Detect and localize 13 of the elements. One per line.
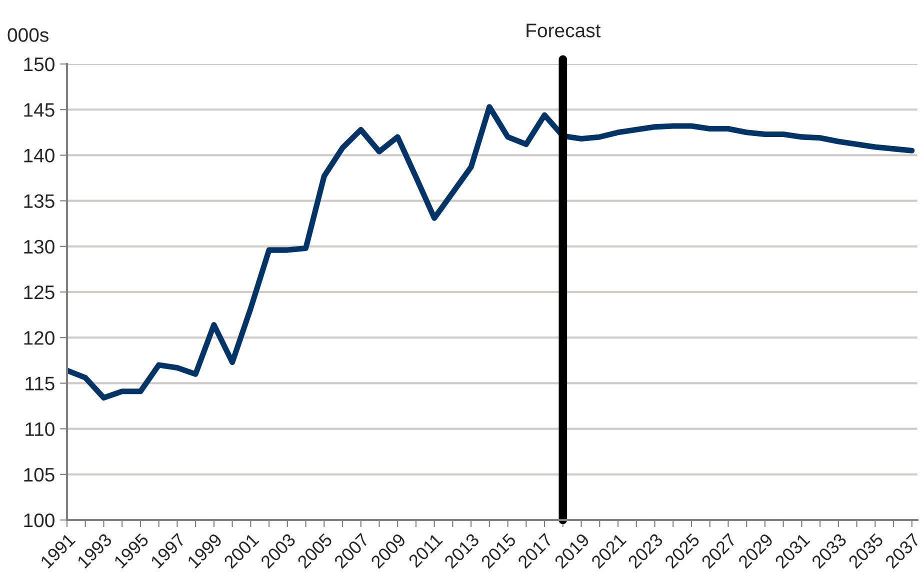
- y-tick-label: 135: [24, 194, 54, 208]
- y-tick-label: 145: [24, 103, 54, 117]
- y-tick-label: 130: [24, 240, 54, 254]
- y-tick-label: 105: [24, 468, 54, 482]
- y-tick-label: 120: [24, 331, 54, 345]
- y-tick-label: 100: [24, 513, 54, 528]
- y-tick-label: 125: [24, 285, 54, 300]
- y-tick-label: 115: [26, 376, 54, 390]
- y-tick-label: 140: [24, 148, 54, 162]
- y-tick-label: 110: [26, 422, 54, 436]
- ref-line-label: Forecast: [526, 24, 601, 38]
- y-axis-title: 000s: [8, 28, 48, 42]
- y-tick-label: 150: [24, 57, 54, 72]
